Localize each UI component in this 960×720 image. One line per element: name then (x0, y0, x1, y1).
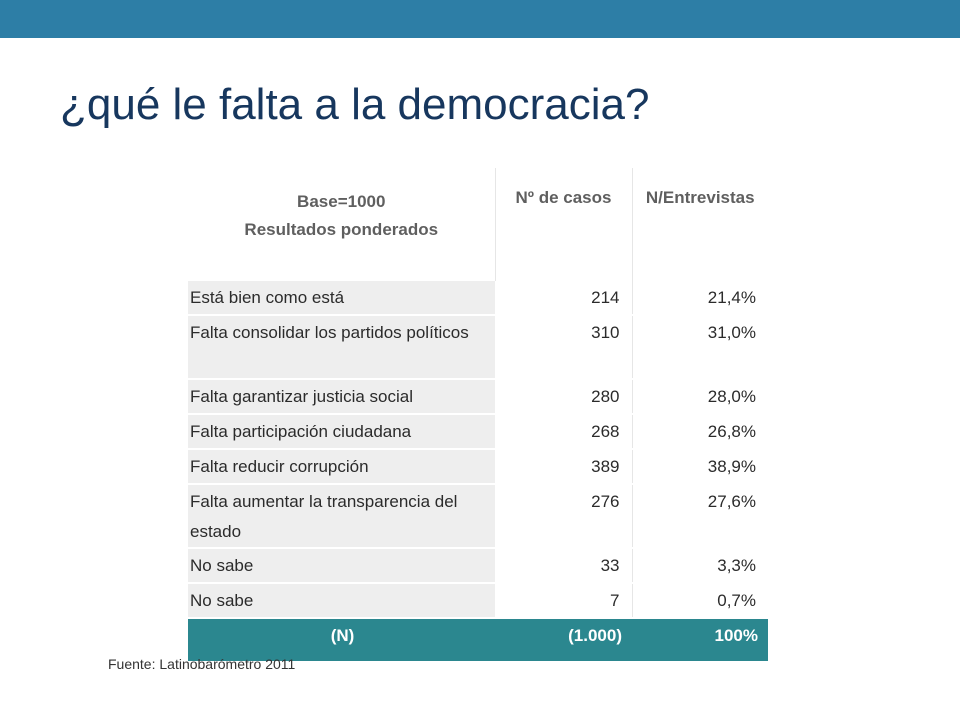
table-row: Falta aumentar la transparencia del esta… (188, 484, 768, 549)
row-label: No sabe (188, 583, 495, 619)
row-cases: 214 (495, 281, 633, 316)
table-row: No sabe 33 3,3% (188, 548, 768, 584)
row-label: No sabe (188, 548, 495, 584)
row-cases: 7 (495, 583, 633, 619)
row-label: Falta consolidar los partidos políticos (188, 315, 495, 380)
header-cases: Nº de casos (495, 168, 633, 281)
header-base-line2: Resultados ponderados (244, 220, 439, 239)
row-pct: 31,0% (632, 315, 768, 380)
table-row: Está bien como está 214 21,4% (188, 281, 768, 316)
row-pct: 0,7% (632, 583, 768, 619)
row-pct: 26,8% (632, 414, 768, 450)
results-table-container: Base=1000 Resultados ponderados Nº de ca… (188, 168, 768, 661)
table-total-row: (N) (1.000) 100% (188, 618, 768, 661)
total-label: (N) (188, 618, 495, 661)
table-row: Falta garantizar justicia social 280 28,… (188, 379, 768, 415)
table-row: Falta reducir corrupción 389 38,9% (188, 449, 768, 485)
table-row: Falta participación ciudadana 268 26,8% (188, 414, 768, 450)
row-pct: 38,9% (632, 449, 768, 485)
row-cases: 33 (495, 548, 633, 584)
row-cases: 276 (495, 484, 633, 549)
row-cases: 280 (495, 379, 633, 415)
table-header-row: Base=1000 Resultados ponderados Nº de ca… (188, 168, 768, 281)
row-cases: 389 (495, 449, 633, 485)
row-pct: 3,3% (632, 548, 768, 584)
row-cases: 268 (495, 414, 633, 450)
row-label: Falta participación ciudadana (188, 414, 495, 450)
row-pct: 21,4% (632, 281, 768, 316)
header-base: Base=1000 Resultados ponderados (188, 168, 496, 281)
row-label: Falta garantizar justicia social (188, 379, 495, 415)
total-pct: 100% (632, 618, 768, 661)
row-label: Falta reducir corrupción (188, 449, 495, 485)
header-base-line1: Base=1000 (297, 192, 386, 211)
row-pct: 28,0% (632, 379, 768, 415)
row-label: Falta aumentar la transparencia del esta… (188, 484, 495, 549)
source-note: Fuente: Latinobarómetro 2011 (108, 656, 296, 672)
row-cases: 310 (495, 315, 633, 380)
row-pct: 27,6% (632, 484, 768, 549)
top-bar (0, 0, 960, 38)
total-cases: (1.000) (495, 618, 632, 661)
table-row: Falta consolidar los partidos políticos … (188, 315, 768, 380)
slide-title: ¿qué le falta a la democracia? (60, 80, 650, 129)
table-row: No sabe 7 0,7% (188, 583, 768, 619)
results-table: Base=1000 Resultados ponderados Nº de ca… (188, 168, 768, 661)
row-label: Está bien como está (188, 281, 495, 316)
header-pct: N/Entrevistas (645, 188, 755, 207)
